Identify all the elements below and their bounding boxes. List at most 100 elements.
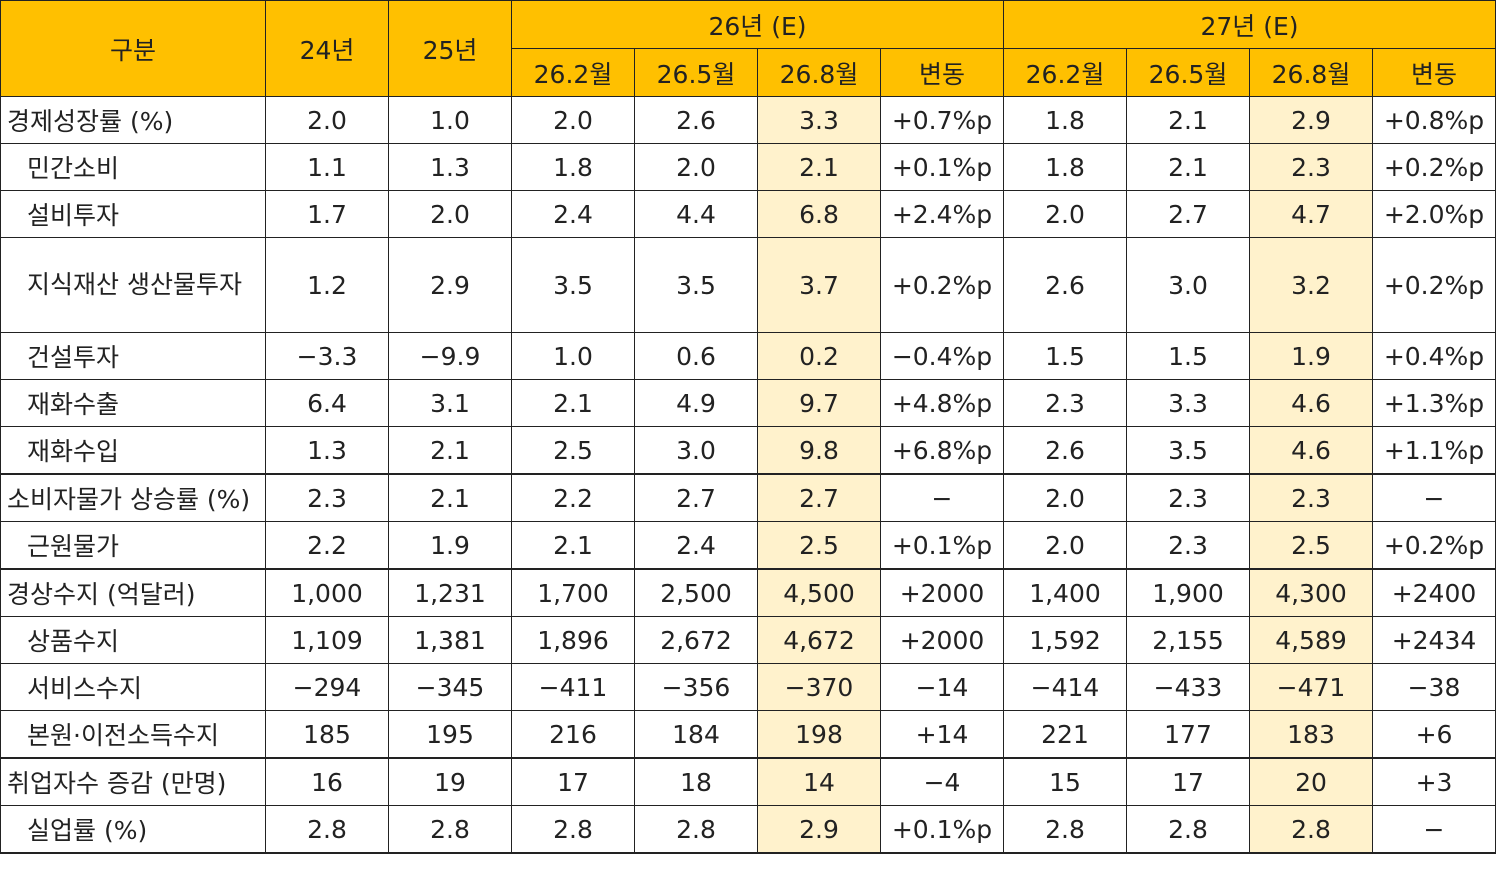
forecast-table: 구분 24년 25년 26년 (E) 27년 (E) 26.2월 26.5월 2… <box>0 0 1496 854</box>
table-cell: 1.0 <box>388 96 512 144</box>
row-label: 본원·이전소득수지 <box>0 710 266 759</box>
table-cell: 6.4 <box>265 379 389 427</box>
table-cell: 1,900 <box>1126 568 1250 617</box>
table-cell: 19 <box>388 757 512 806</box>
table-cell: 2.1 <box>511 379 635 427</box>
row-label: 지식재산 생산물투자 <box>0 237 266 333</box>
table-cell: − <box>1372 473 1496 522</box>
table-cell: 1.3 <box>388 143 512 191</box>
table-cell: 2.5 <box>511 426 635 475</box>
table-cell: −370 <box>757 663 881 711</box>
table-cell: +2400 <box>1372 568 1496 617</box>
table-cell: +0.8%p <box>1372 96 1496 144</box>
table-cell: 14 <box>757 757 881 806</box>
row-label: 소비자물가 상승률 (%) <box>0 473 266 522</box>
table-cell: 2.7 <box>634 473 758 522</box>
table-cell: −345 <box>388 663 512 711</box>
table-cell: 2.0 <box>1003 190 1127 238</box>
table-cell: 2.5 <box>757 521 881 570</box>
table-cell: 1.8 <box>1003 96 1127 144</box>
table-row: 재화수입 1.3 2.1 2.5 3.0 9.8 +6.8%p 2.6 3.5 4.6 +1.1%p <box>0 426 1496 475</box>
table-cell: 2.7 <box>757 473 881 522</box>
header-sub: 변동 <box>880 48 1004 97</box>
table-cell: +2.0%p <box>1372 190 1496 238</box>
table-cell: +4.8%p <box>880 379 1004 427</box>
table-cell: 4.7 <box>1249 190 1373 238</box>
table-cell: 184 <box>634 710 758 759</box>
table-cell: 2.0 <box>634 143 758 191</box>
table-cell: 3.2 <box>1249 237 1373 333</box>
table-row: 건설투자 −3.3 −9.9 1.0 0.6 0.2 −0.4%p 1.5 1.5 1.9 +0.4… <box>0 332 1496 380</box>
table-cell: 1,231 <box>388 568 512 617</box>
table-cell: −433 <box>1126 663 1250 711</box>
table-cell: 2.9 <box>757 805 881 854</box>
table-cell: 221 <box>1003 710 1127 759</box>
table-cell: +14 <box>880 710 1004 759</box>
table-cell: 4.6 <box>1249 426 1373 475</box>
table-cell: 1.8 <box>511 143 635 191</box>
row-label: 설비투자 <box>0 190 266 238</box>
table-cell: +0.2%p <box>1372 237 1496 333</box>
table-cell: +0.4%p <box>1372 332 1496 380</box>
row-label: 경상수지 (억달러) <box>0 568 266 617</box>
table-cell: 2,155 <box>1126 616 1250 664</box>
table-cell: 2.1 <box>511 521 635 570</box>
table-cell: 2.5 <box>1249 521 1373 570</box>
table-cell: 2.6 <box>1003 237 1127 333</box>
table-row: 서비스수지 −294 −345 −411 −356 −370 −14 −414 −433 −471… <box>0 663 1496 711</box>
table-cell: 2.3 <box>1249 143 1373 191</box>
table-cell: 4,589 <box>1249 616 1373 664</box>
header-sub: 26.2월 <box>1003 48 1127 97</box>
row-label: 근원물가 <box>0 521 266 570</box>
table-cell: +1.3%p <box>1372 379 1496 427</box>
table-cell: 4.4 <box>634 190 758 238</box>
table-cell: 4,672 <box>757 616 881 664</box>
header-sub: 26.5월 <box>634 48 758 97</box>
table-cell: 2.3 <box>1249 473 1373 522</box>
table-cell: 1,381 <box>388 616 512 664</box>
table-cell: 2.1 <box>388 426 512 475</box>
table-cell: 195 <box>388 710 512 759</box>
table-cell: 2.1 <box>1126 96 1250 144</box>
table-cell: 17 <box>1126 757 1250 806</box>
table-cell: +0.1%p <box>880 521 1004 570</box>
table-cell: 2.3 <box>265 473 389 522</box>
table-cell: 1.7 <box>265 190 389 238</box>
table-cell: −294 <box>265 663 389 711</box>
table-cell: 2.8 <box>388 805 512 854</box>
table-row: 설비투자 1.7 2.0 2.4 4.4 6.8 +2.4%p 2.0 2.7 4.7 +2.0%p <box>0 190 1496 238</box>
table-cell: 3.3 <box>1126 379 1250 427</box>
row-label: 건설투자 <box>0 332 266 380</box>
table-cell: 1.3 <box>265 426 389 475</box>
table-cell: 2.1 <box>757 143 881 191</box>
table-cell: 2.7 <box>1126 190 1250 238</box>
row-label: 경제성장률 (%) <box>0 96 266 144</box>
table-cell: 1.1 <box>265 143 389 191</box>
table-cell: 2.3 <box>1003 379 1127 427</box>
table-cell: −471 <box>1249 663 1373 711</box>
table-cell: 18 <box>634 757 758 806</box>
table-cell: 2.6 <box>1003 426 1127 475</box>
table-row: 민간소비 1.1 1.3 1.8 2.0 2.1 +0.1%p 1.8 2.1 2.3 +0.2%p <box>0 143 1496 191</box>
table-cell: +0.1%p <box>880 805 1004 854</box>
table-cell: 2.8 <box>1003 805 1127 854</box>
table-cell: 6.8 <box>757 190 881 238</box>
table-cell: 4.9 <box>634 379 758 427</box>
table-cell: − <box>1372 805 1496 854</box>
table-cell: 2.4 <box>511 190 635 238</box>
table-row: 근원물가 2.2 1.9 2.1 2.4 2.5 +0.1%p 2.0 2.3 2.5 +0.2%p <box>0 521 1496 570</box>
table-cell: 1.0 <box>511 332 635 380</box>
header-label: 구분 <box>0 0 266 97</box>
header-24: 24년 <box>265 0 389 97</box>
table-cell: 1.8 <box>1003 143 1127 191</box>
table-cell: 1,400 <box>1003 568 1127 617</box>
table-cell: 2.3 <box>1126 473 1250 522</box>
table-cell: 177 <box>1126 710 1250 759</box>
table-cell: 1.5 <box>1126 332 1250 380</box>
header-sub: 변동 <box>1372 48 1496 97</box>
table-cell: 4,300 <box>1249 568 1373 617</box>
table-cell: +3 <box>1372 757 1496 806</box>
table-cell: +0.2%p <box>1372 521 1496 570</box>
table-cell: +2.4%p <box>880 190 1004 238</box>
table-cell: 2.6 <box>634 96 758 144</box>
